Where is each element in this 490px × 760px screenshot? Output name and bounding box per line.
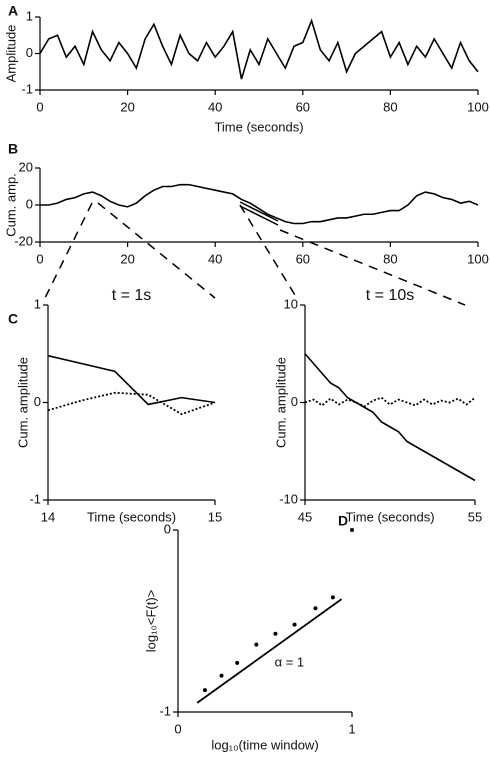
y-axis-label: Amplitude bbox=[3, 25, 18, 83]
x-tick-label: 40 bbox=[208, 99, 222, 114]
data-point bbox=[254, 642, 259, 647]
x-axis-label: Time (seconds) bbox=[345, 509, 434, 524]
data-point bbox=[235, 660, 240, 665]
panel-letter: A bbox=[8, 3, 18, 19]
y-tick-label: 1 bbox=[34, 296, 41, 311]
x-tick-label: 60 bbox=[296, 99, 310, 114]
y-axis-label: log₁₀<F(t)> bbox=[143, 590, 158, 653]
x-tick-label: 14 bbox=[41, 509, 55, 524]
x-tick-label: 45 bbox=[298, 509, 312, 524]
y-tick-label: 0 bbox=[26, 196, 33, 211]
data-line bbox=[40, 183, 479, 225]
y-axis-label: Cum. amp. bbox=[3, 173, 18, 237]
x-tick-label: 80 bbox=[383, 99, 397, 114]
x-tick-label: 20 bbox=[120, 99, 134, 114]
window-bracket bbox=[239, 205, 279, 226]
data-point bbox=[313, 606, 318, 611]
panel-letter: B bbox=[8, 141, 18, 157]
x-tick-label: 55 bbox=[468, 509, 482, 524]
panel-letter: D bbox=[338, 513, 348, 529]
x-axis-label: Time (seconds) bbox=[214, 119, 303, 134]
x-tick-label: 60 bbox=[296, 251, 310, 266]
x-axis-label: Time (seconds) bbox=[87, 509, 176, 524]
y-axis-label: Cum. amplitude bbox=[15, 357, 30, 448]
zoom-guide bbox=[239, 204, 299, 301]
y-tick-label: -1 bbox=[159, 703, 171, 718]
panel-letter: C bbox=[8, 311, 18, 327]
y-tick-label: 0 bbox=[34, 394, 41, 409]
x-tick-label: 80 bbox=[383, 251, 397, 266]
x-tick-label: 0 bbox=[174, 721, 181, 736]
x-tick-label: 40 bbox=[208, 251, 222, 266]
window-bracket bbox=[239, 201, 279, 222]
data-point bbox=[330, 595, 335, 600]
y-tick-label: 0 bbox=[164, 521, 171, 536]
y-tick-label: -1 bbox=[29, 491, 41, 506]
x-tick-label: 100 bbox=[467, 251, 489, 266]
data-line bbox=[39, 18, 479, 80]
zoom-guide bbox=[44, 202, 93, 299]
data-line bbox=[47, 354, 216, 406]
panel-title: t = 10s bbox=[366, 287, 414, 304]
y-tick-label: -20 bbox=[14, 233, 33, 248]
data-point bbox=[350, 528, 354, 532]
data-point bbox=[202, 688, 207, 693]
fit-line bbox=[196, 598, 343, 704]
y-tick-label: -1 bbox=[21, 81, 33, 96]
data-line bbox=[304, 353, 476, 482]
x-tick-label: 1 bbox=[348, 721, 355, 736]
y-tick-label: 0 bbox=[291, 394, 298, 409]
x-tick-label: 100 bbox=[467, 99, 489, 114]
x-axis-label: log₁₀(time window) bbox=[211, 737, 318, 752]
data-line bbox=[304, 396, 476, 408]
zoom-guide bbox=[97, 202, 216, 299]
y-tick-label: 1 bbox=[26, 8, 33, 23]
y-tick-label: 20 bbox=[19, 159, 33, 174]
data-point bbox=[292, 622, 297, 627]
data-line bbox=[47, 391, 216, 416]
data-point bbox=[273, 631, 278, 636]
y-tick-label: 10 bbox=[284, 296, 298, 311]
x-tick-label: 15 bbox=[208, 509, 222, 524]
x-tick-label: 0 bbox=[36, 251, 43, 266]
y-axis-label: Cum. amplitude bbox=[273, 357, 288, 448]
annotation: α = 1 bbox=[275, 654, 305, 669]
data-point bbox=[219, 673, 224, 678]
y-tick-label: -10 bbox=[279, 491, 298, 506]
y-tick-label: 0 bbox=[26, 45, 33, 60]
x-tick-label: 20 bbox=[120, 251, 134, 266]
panel-title: t = 1s bbox=[112, 287, 152, 304]
x-tick-label: 0 bbox=[36, 99, 43, 114]
